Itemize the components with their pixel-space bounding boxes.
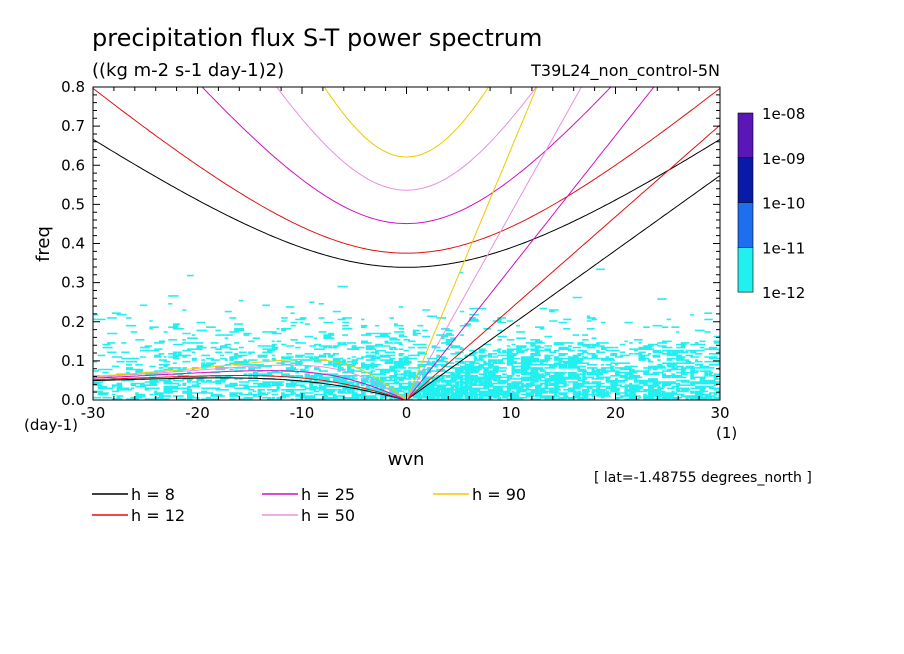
kelvin-curve-h25 (406, 87, 655, 400)
inertia-gravity-curve-h8 (93, 138, 720, 268)
colorbar-label: 1e-11 (762, 239, 805, 257)
experiment-label: T39L24_non_control-5N (530, 61, 720, 81)
inertia-gravity-curve-h50 (276, 87, 537, 191)
inertia-gravity-curve-h25 (201, 87, 612, 225)
y-tick-label: 0.3 (61, 274, 85, 292)
x-tick-labels: -30 -20 -10 0 10 20 30 (81, 404, 730, 422)
y-tick-label: 0.1 (61, 352, 85, 370)
colorbar: 1e-08 1e-09 1e-10 1e-11 1e-12 (737, 105, 805, 302)
y-tick-labels: 0.0 0.1 0.2 0.3 0.4 0.5 0.6 0.7 0.8 (61, 78, 85, 409)
tick-marks (92, 86, 721, 401)
spectrum-power-speckles (93, 268, 720, 400)
x-tick-label: 10 (501, 404, 520, 422)
colorbar-label: 1e-10 (762, 195, 805, 213)
colorbar-segment (737, 112, 754, 159)
chart-title: precipitation flux S-T power spectrum (92, 24, 542, 52)
x-tick-label: -20 (185, 404, 210, 422)
kelvin-curve-h90 (406, 87, 538, 400)
y-axis-label: freq (33, 226, 54, 262)
dispersion-curves (93, 87, 720, 400)
rossby-curve-h50 (93, 364, 407, 400)
y-tick-label: 0.4 (61, 235, 85, 253)
x-tick-label: 30 (710, 404, 729, 422)
rossby-curve-h90 (93, 359, 407, 400)
x-tick-label: 20 (606, 404, 625, 422)
legend-label-h90: h = 90 (472, 485, 526, 504)
colorbar-label: 1e-08 (762, 105, 805, 123)
colorbar-segment (737, 247, 754, 293)
colorbar-segment (737, 157, 754, 203)
axis-ticks (92, 86, 721, 401)
latitude-note: [ lat=-1.48755 degrees_north ] (594, 470, 812, 486)
rossby-curve-h12 (93, 375, 407, 400)
inertia-gravity-curve-h90 (323, 87, 490, 158)
y-unit-label: (day-1) (24, 416, 78, 434)
kelvin-curve-h12 (406, 124, 720, 400)
rossby-curve-h8 (93, 377, 407, 400)
y-tick-label: 0.7 (61, 117, 85, 135)
x-unit-label: (1) (716, 424, 737, 442)
x-tick-label: -10 (290, 404, 315, 422)
legend: h = 8 h = 12 h = 25 h = 50 h = 90 (92, 485, 526, 525)
y-tick-label: 0.5 (61, 195, 85, 213)
legend-label-h12: h = 12 (131, 506, 185, 525)
rossby-curve-h25 (93, 370, 407, 400)
y-tick-label: 0.2 (61, 313, 85, 331)
legend-label-h50: h = 50 (301, 506, 355, 525)
inertia-gravity-curve-h12 (93, 88, 720, 254)
x-axis-label: wvn (388, 449, 425, 470)
legend-label-h8: h = 8 (131, 485, 175, 504)
units-label: ((kg m-2 s-1 day-1)2) (92, 60, 284, 81)
power-spectrum-shading (93, 268, 720, 400)
kelvin-curve-h8 (406, 175, 720, 400)
colorbar-label: 1e-12 (762, 284, 805, 302)
plot-frame (92, 86, 721, 401)
legend-label-h25: h = 25 (301, 485, 355, 504)
x-tick-label: -30 (81, 404, 106, 422)
colorbar-segment (737, 202, 754, 248)
colorbar-label: 1e-09 (762, 150, 805, 168)
y-tick-label: 0.0 (61, 391, 85, 409)
y-tick-label: 0.6 (61, 156, 85, 174)
x-tick-label: 0 (402, 404, 412, 422)
y-tick-label: 0.8 (61, 78, 85, 96)
kelvin-curve-h50 (406, 87, 582, 400)
